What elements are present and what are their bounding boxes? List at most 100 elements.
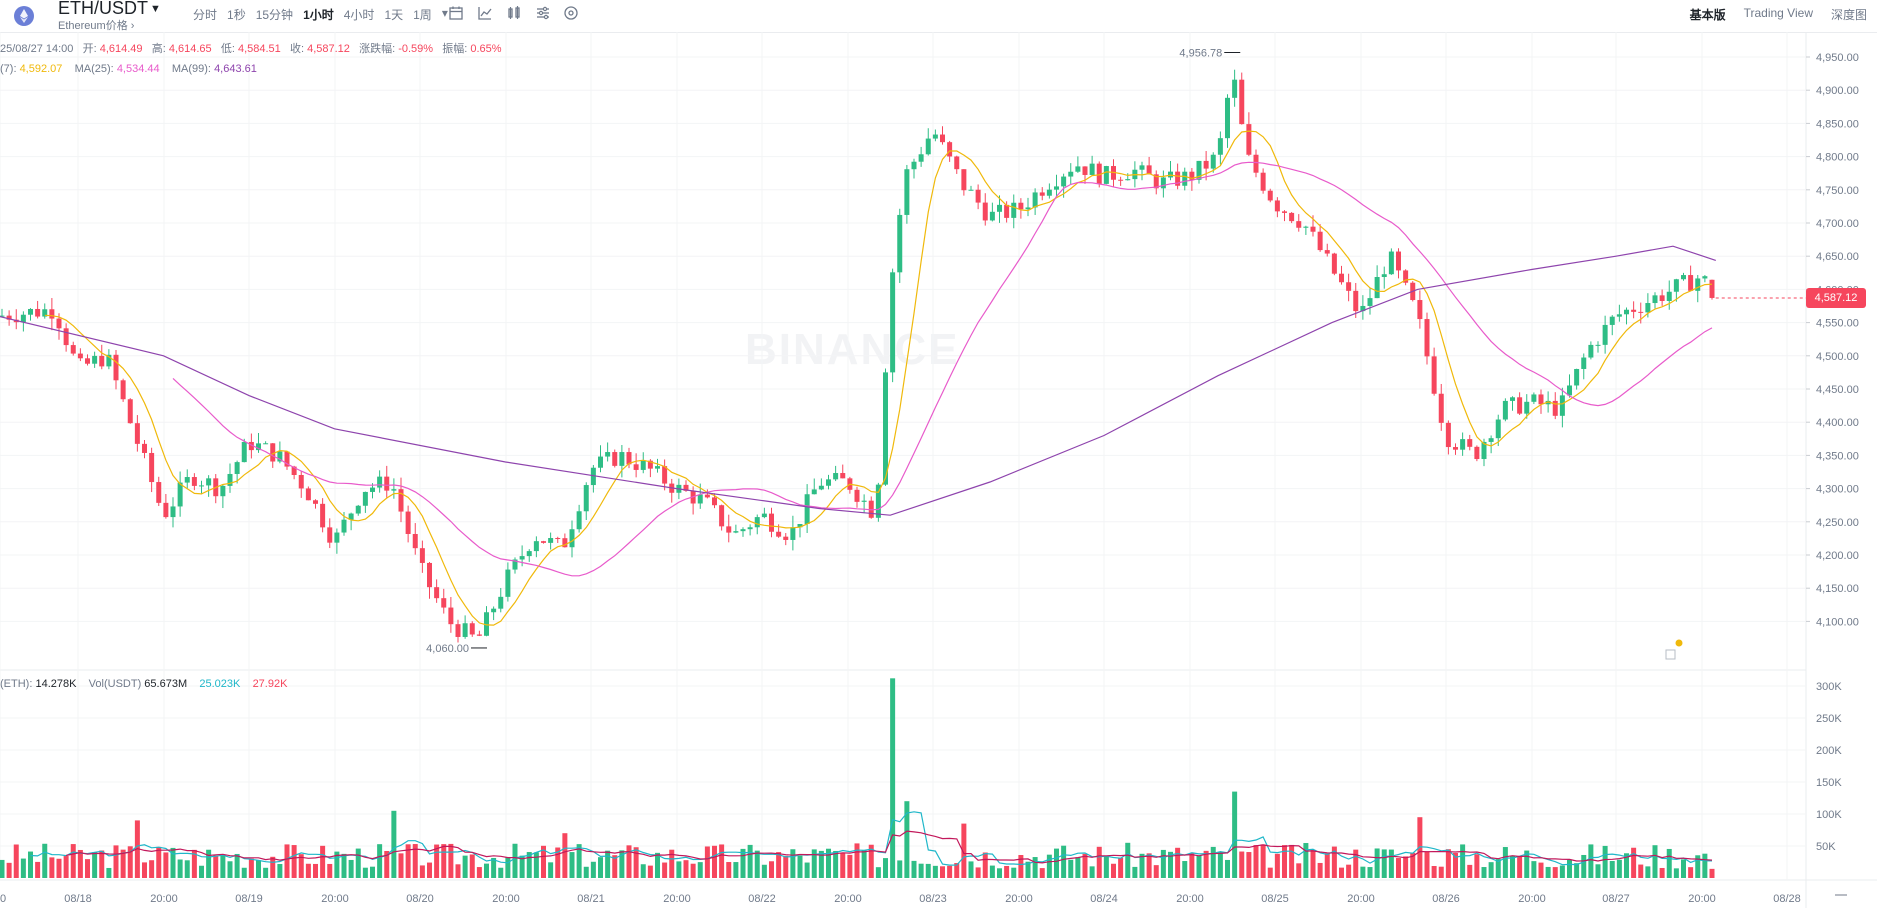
volume-bar[interactable] (1089, 866, 1095, 878)
candle-body[interactable] (298, 474, 304, 489)
candle-body[interactable] (1118, 179, 1124, 181)
candle-body[interactable] (6, 315, 12, 320)
candle-body[interactable] (199, 485, 204, 487)
candle-body[interactable] (754, 517, 760, 528)
candle-body[interactable] (989, 211, 995, 221)
candle-body[interactable] (1460, 439, 1466, 450)
volume-bar[interactable] (1217, 851, 1223, 878)
candle-body[interactable] (1210, 154, 1216, 169)
volume-bar[interactable] (256, 860, 261, 878)
volume-bar[interactable] (883, 858, 888, 878)
volume-bar[interactable] (669, 849, 675, 878)
volume-bar[interactable] (377, 844, 383, 878)
volume-bar[interactable] (1168, 851, 1173, 878)
volume-bar[interactable] (1032, 857, 1038, 878)
candle-body[interactable] (1445, 422, 1451, 448)
volume-bar[interactable] (1061, 845, 1067, 878)
candle-body[interactable] (341, 519, 347, 533)
candle-body[interactable] (320, 503, 326, 528)
volume-bar[interactable] (398, 853, 404, 878)
candle-body[interactable] (997, 204, 1002, 212)
volume-bar[interactable] (1595, 864, 1601, 878)
volume-bar[interactable] (1189, 853, 1195, 878)
volume-bar[interactable] (206, 849, 212, 878)
candle-body[interactable] (1296, 221, 1302, 228)
volume-bar[interactable] (1481, 867, 1487, 878)
interval-tab-timeline[interactable]: 分时 (193, 8, 218, 22)
candle-body[interactable] (348, 513, 354, 520)
volume-bar[interactable] (1054, 848, 1059, 878)
candle-body[interactable] (1688, 275, 1694, 291)
volume-bar[interactable] (826, 848, 831, 878)
candle-body[interactable] (541, 541, 546, 543)
candle-body[interactable] (1403, 270, 1409, 283)
volume-bar[interactable] (177, 859, 183, 878)
volume-bar[interactable] (1260, 844, 1266, 878)
candle-body[interactable] (1089, 163, 1095, 175)
screenshot-icon[interactable] (1665, 649, 1676, 660)
volume-bar[interactable] (676, 861, 682, 878)
candle-body[interactable] (1438, 393, 1444, 423)
mode-tab-tradingview[interactable]: Trading View (1743, 6, 1813, 20)
volume-bar[interactable] (975, 867, 981, 878)
candle-body[interactable] (256, 443, 261, 451)
volume-bar[interactable] (1082, 853, 1088, 878)
volume-bar[interactable] (1310, 849, 1316, 878)
candle-body[interactable] (177, 482, 183, 507)
volume-bar[interactable] (1673, 868, 1679, 878)
volume-bar[interactable] (740, 848, 746, 878)
candle-body[interactable] (1139, 165, 1145, 170)
volume-bar[interactable] (1118, 857, 1124, 878)
candle-body[interactable] (1488, 438, 1494, 442)
volume-bar[interactable] (1538, 862, 1544, 878)
volume-bar[interactable] (598, 857, 603, 878)
volume-bar[interactable] (1495, 859, 1501, 878)
more-intervals-chevron-icon[interactable]: ▾ (441, 6, 448, 20)
volume-bar[interactable] (70, 844, 76, 878)
volume-bar[interactable] (989, 865, 995, 878)
volume-bar[interactable] (1353, 849, 1359, 878)
volume-bar[interactable] (704, 846, 710, 878)
volume-bar[interactable] (384, 850, 390, 878)
volume-bar[interactable] (106, 867, 112, 878)
volume-bar[interactable] (1068, 859, 1074, 878)
volume-bar[interactable] (263, 867, 269, 878)
candle-body[interactable] (1310, 226, 1316, 232)
volume-bar[interactable] (419, 865, 425, 878)
volume-bar[interactable] (1567, 859, 1572, 878)
candle-body[interactable] (761, 513, 767, 518)
volume-bar[interactable] (583, 866, 589, 878)
volume-bar[interactable] (1324, 853, 1330, 878)
volume-bar[interactable] (918, 863, 924, 878)
candle-body[interactable] (733, 531, 739, 533)
candle-body[interactable] (1011, 202, 1017, 218)
volume-bar[interactable] (1431, 866, 1437, 878)
volume-bar[interactable] (1488, 862, 1494, 878)
candle-body[interactable] (49, 309, 55, 319)
volume-bar[interactable] (28, 851, 33, 878)
volume-bar[interactable] (626, 845, 632, 878)
candle-body[interactable] (1303, 226, 1309, 228)
candle-body[interactable] (156, 482, 162, 503)
volume-bar[interactable] (1296, 863, 1302, 878)
candle-body[interactable] (1217, 138, 1223, 155)
volume-bar[interactable] (49, 857, 55, 878)
volume-bar[interactable] (647, 865, 653, 878)
candle-body[interactable] (1567, 385, 1572, 396)
candle-body[interactable] (1388, 251, 1394, 275)
candle-body[interactable] (1374, 277, 1380, 299)
candle-body[interactable] (1054, 186, 1059, 190)
volume-bar[interactable] (1374, 848, 1380, 878)
volume-bar[interactable] (1474, 854, 1480, 878)
volume-bar[interactable] (961, 823, 967, 878)
candle-body[interactable] (1417, 300, 1423, 320)
volume-bar[interactable] (227, 861, 233, 878)
candle-body[interactable] (1424, 319, 1430, 357)
candle-body[interactable] (533, 541, 539, 552)
mode-tab-depth[interactable]: 深度图 (1830, 8, 1867, 22)
candle-body[interactable] (63, 328, 69, 346)
candle-body[interactable] (127, 399, 133, 424)
candle-body[interactable] (120, 380, 126, 400)
volume-bar[interactable] (1267, 867, 1273, 878)
volume-bar[interactable] (469, 854, 475, 878)
